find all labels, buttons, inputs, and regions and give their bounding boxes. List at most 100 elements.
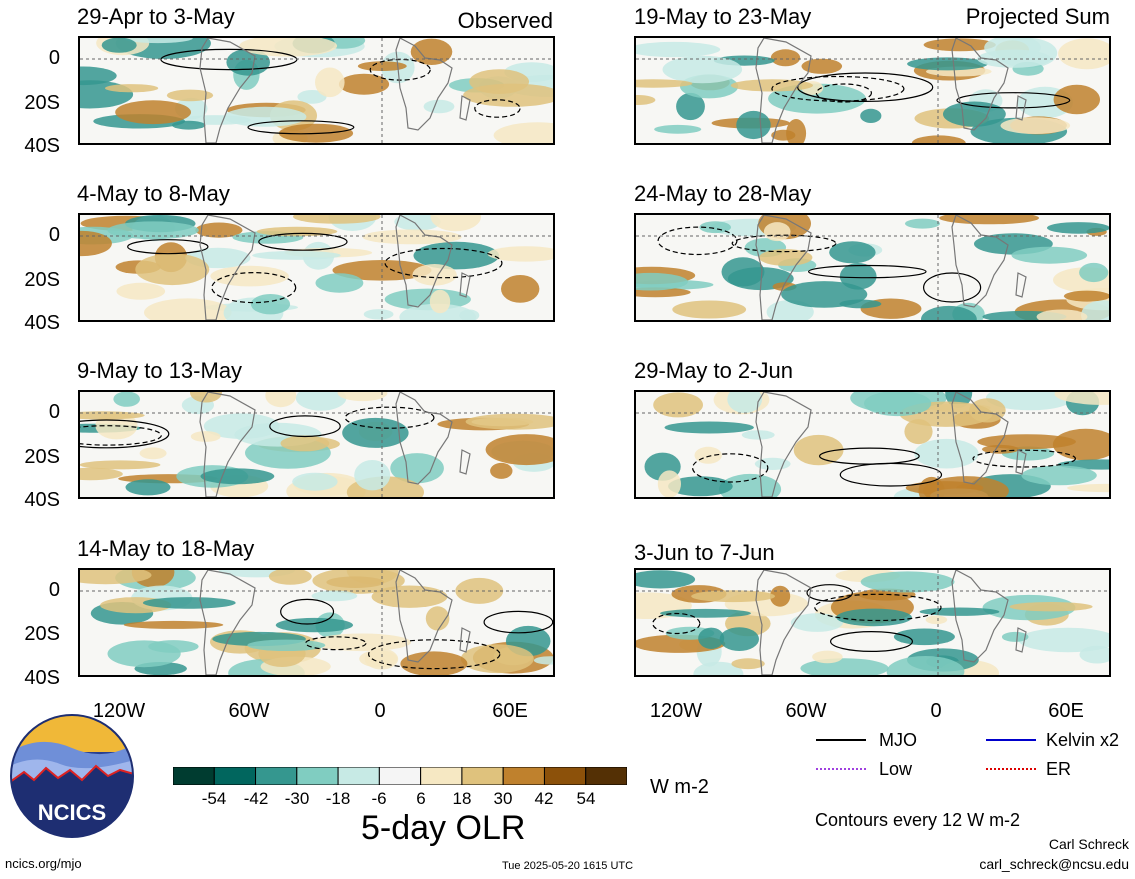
y-label-20s-r3: 20S [24, 446, 60, 468]
olr-anomaly-shade [265, 392, 297, 408]
madagascar-outline [459, 627, 471, 653]
olr-anomaly-shade [727, 392, 763, 413]
olr-anomaly-shade [125, 479, 171, 496]
colorbar-swatch [543, 766, 587, 786]
ncics-logo: NCICS [10, 714, 134, 838]
mjo-contour [972, 449, 1077, 468]
olr-anomaly-shade [312, 570, 405, 594]
olr-anomaly-shade [142, 597, 236, 609]
olr-anomaly-shade [664, 421, 754, 434]
y-label-40s-r3: 40S [24, 489, 60, 511]
footer-email[interactable]: carl_schreck@ncsu.edu [979, 856, 1129, 872]
olr-anomaly-shade [1036, 309, 1088, 320]
y-label-0-r4: 0 [48, 579, 60, 601]
olr-anomaly-shade [1018, 627, 1109, 653]
mjo-contour [691, 453, 769, 483]
olr-anomaly-shade [295, 392, 347, 411]
colorbar-label: 54 [576, 789, 596, 808]
colorbar-title: 5-day OLR [361, 809, 526, 847]
olr-anomaly-shade [730, 79, 813, 92]
x-label-0-left: 0 [374, 700, 386, 722]
panel-title-8: 3-Jun to 7-Jun [634, 540, 775, 565]
legend-label-er: ER [1046, 759, 1072, 779]
footer-timestamp: Tue 2025-05-20 1615 UTC [502, 860, 634, 872]
olr-anomaly-shade [429, 289, 451, 314]
olr-anomaly-shade [786, 119, 807, 143]
colorbar-swatch [502, 766, 545, 786]
olr-anomaly-shade [636, 570, 696, 589]
olr-anomaly-shade [923, 38, 996, 52]
olr-anomaly-shade [80, 230, 112, 257]
olr-anomaly-shade [1081, 300, 1109, 320]
olr-anomaly-shade [1000, 117, 1071, 134]
olr-anomaly-shade [829, 241, 876, 264]
column-header-projected: Projected Sum [965, 4, 1110, 29]
olr-anomaly-shade [893, 628, 955, 646]
olr-anomaly-shade [860, 571, 955, 593]
olr-anomaly-shade [297, 90, 327, 104]
olr-anomaly-shade [166, 89, 214, 102]
olr-anomaly-shade [210, 265, 289, 287]
footer-author: Carl Schreck [1048, 836, 1129, 852]
map-svg [636, 570, 1109, 675]
legend-label-low: Low [879, 759, 913, 779]
olr-anomaly-shade [662, 55, 743, 84]
olr-anomaly-shade [1009, 602, 1093, 612]
panel-title-5: 19-May to 23-May [634, 4, 812, 29]
olr-anomaly-shade [719, 627, 759, 651]
mjo-contour [280, 598, 335, 625]
olr-anomaly-shade [430, 215, 481, 232]
logo-text: NCICS [38, 800, 106, 825]
olr-anomaly-shade [694, 446, 722, 464]
footer-url[interactable]: ncics.org/mjo [5, 856, 82, 871]
map-panel-observed-2 [78, 213, 555, 322]
colorbar-label: 30 [493, 789, 513, 808]
olr-anomaly-shade [1053, 84, 1100, 115]
olr-anomaly-shade [487, 246, 553, 262]
colorbar-swatch [296, 766, 339, 786]
map-svg [80, 215, 553, 320]
olr-anomaly-shade [653, 392, 703, 418]
olr-anomaly-shade [636, 79, 693, 88]
legend-label-kelvin: Kelvin x2 [1046, 730, 1120, 750]
y-label-20s-r4: 20S [24, 623, 60, 645]
madagascar-outline [459, 272, 471, 298]
olr-anomaly-shade [268, 570, 312, 585]
madagascar-outline [1015, 449, 1027, 475]
madagascar-outline [1015, 95, 1027, 121]
olr-anomaly-shade [144, 298, 232, 320]
olr-anomaly-shade [200, 468, 275, 485]
panel-title-4: 14-May to 18-May [77, 536, 255, 561]
olr-anomaly-shade [636, 41, 721, 58]
map-svg [80, 570, 553, 675]
olr-anomaly-shade [969, 398, 1006, 423]
colorbar-swatch [585, 766, 628, 786]
mjo-contour [127, 239, 209, 255]
olr-anomaly-shade [636, 272, 688, 291]
panel-title-2: 4-May to 8-May [77, 181, 230, 206]
olr-anomaly-shade [982, 444, 1019, 454]
x-label-60e-left: 60E [492, 700, 528, 722]
mjo-contour [657, 226, 738, 256]
olr-anomaly-shade [107, 640, 181, 668]
olr-anomaly-shade [400, 651, 468, 675]
mjo-contour [839, 462, 943, 487]
x-label-60w-left: 60W [228, 700, 270, 722]
olr-anomaly-shade [362, 229, 462, 245]
mjo-contour [258, 232, 348, 251]
olr-anomaly-shade [107, 221, 199, 240]
madagascar-outline [1015, 627, 1027, 653]
olr-anomaly-shade [839, 299, 882, 309]
olr-anomaly-shade [793, 434, 844, 466]
olr-anomaly-shade [923, 476, 1009, 497]
colorbar-swatch [337, 766, 380, 786]
colorbar-units: W m-2 [650, 776, 709, 798]
colorbar-swatch [461, 766, 504, 786]
olr-anomaly-shade [101, 38, 137, 53]
mjo-contour [211, 271, 297, 304]
olr-anomaly-shade [839, 263, 877, 290]
ncics-logo-graphic: NCICS [10, 714, 134, 838]
olr-anomaly-shade [195, 222, 243, 238]
olr-anomaly-shade [252, 250, 341, 260]
olr-anomaly-shade [731, 658, 765, 670]
